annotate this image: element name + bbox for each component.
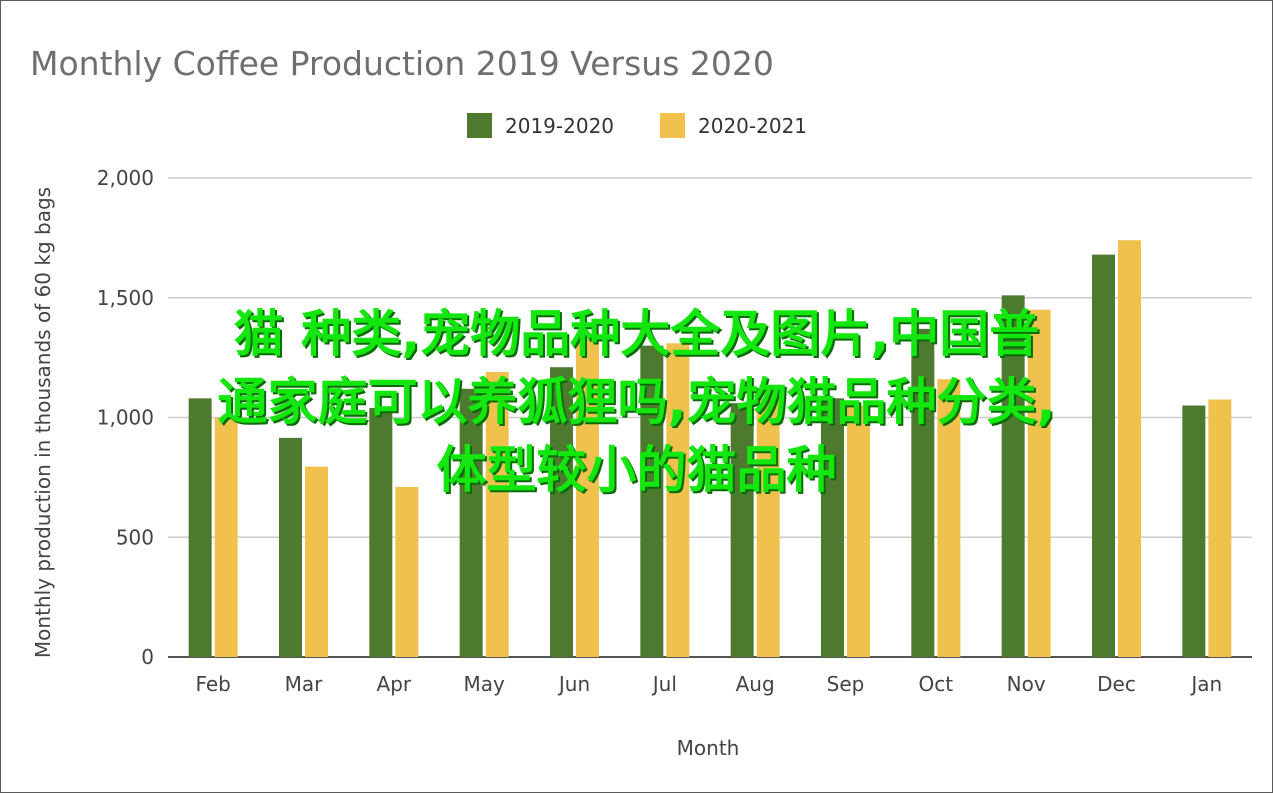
- y-tick-label: 500: [116, 525, 154, 549]
- chart-bars: [188, 240, 1232, 657]
- bar-2020-2021-May: [485, 371, 509, 657]
- y-tick-label: 2,000: [97, 166, 154, 190]
- bar-2020-2021-Jan: [1208, 399, 1232, 657]
- legend-swatch: [660, 113, 685, 138]
- bar-2019-2020-Apr: [369, 407, 393, 657]
- legend-swatch: [467, 113, 492, 138]
- y-tick-label: 0: [141, 645, 154, 669]
- bar-2020-2021-Nov: [1027, 309, 1051, 657]
- x-axis-ticks: Feb Mar Apr May Jun Jul Aug Sep Oct Nov Dec Jan: [195, 672, 1222, 696]
- bar-2019-2020-Jan: [1182, 405, 1206, 657]
- x-tick-label: Apr: [377, 672, 412, 696]
- bar-2019-2020-Sep: [821, 398, 844, 657]
- x-tick-label: Mar: [285, 672, 324, 696]
- bar-2020-2021-Mar: [305, 466, 328, 657]
- bar-2020-2021-Jun: [576, 333, 599, 657]
- bar-2019-2020-Aug: [730, 403, 754, 657]
- chart-legend: 2019-2020 2020-2021: [467, 113, 807, 138]
- chart-gridlines: [168, 177, 1252, 658]
- chart-title: Monthly Coffee Production 2019 Versus 20…: [30, 44, 774, 83]
- x-tick-label: Jul: [651, 672, 677, 696]
- bar-2020-2021-Jul: [666, 343, 690, 657]
- x-axis-label: Month: [677, 736, 740, 760]
- y-axis-ticks: 0 500 1,000 1,500 2,000: [97, 166, 154, 669]
- x-tick-label: Jan: [1189, 672, 1222, 696]
- bar-2020-2021-Feb: [214, 417, 238, 657]
- x-tick-label: May: [463, 672, 505, 696]
- bar-2019-2020-May: [459, 388, 483, 657]
- y-axis-label: Monthly production in thousands of 60 kg…: [31, 187, 55, 658]
- bar-2020-2021-Apr: [395, 486, 419, 657]
- legend-label: 2019-2020: [505, 114, 614, 138]
- bar-2020-2021-Sep: [847, 405, 870, 657]
- bar-2019-2020-Dec: [1092, 254, 1115, 657]
- x-tick-label: Oct: [919, 672, 954, 696]
- bar-2019-2020-Mar: [279, 437, 302, 657]
- legend-label: 2020-2021: [698, 114, 807, 138]
- x-tick-label: Aug: [736, 672, 775, 696]
- bar-2020-2021-Aug: [756, 398, 780, 657]
- bar-2019-2020-Jul: [640, 345, 664, 657]
- bar-2020-2021-Dec: [1118, 240, 1141, 657]
- x-tick-label: Dec: [1097, 672, 1136, 696]
- bar-2019-2020-Oct: [911, 328, 935, 657]
- bar-2019-2020-Jun: [550, 367, 573, 657]
- x-tick-label: Sep: [827, 672, 865, 696]
- x-tick-label: Nov: [1007, 672, 1046, 696]
- y-tick-label: 1,500: [97, 286, 154, 310]
- bar-2019-2020-Nov: [1001, 295, 1025, 657]
- x-tick-label: Feb: [195, 672, 230, 696]
- bar-2019-2020-Feb: [188, 398, 212, 657]
- bar-2020-2021-Oct: [937, 379, 961, 657]
- x-tick-label: Jun: [557, 672, 590, 696]
- y-tick-label: 1,000: [97, 406, 154, 430]
